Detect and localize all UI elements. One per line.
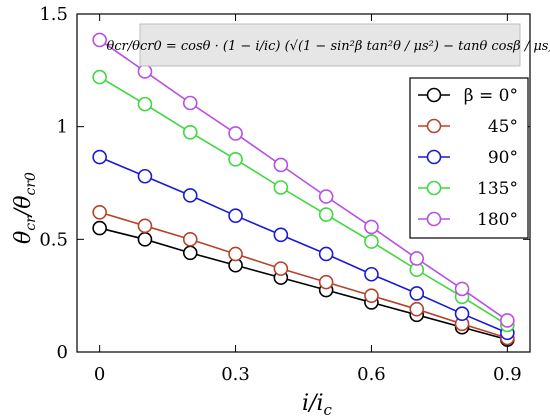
legend-marker <box>426 149 442 165</box>
data-point <box>92 220 107 236</box>
legend-label: β = 0° <box>464 86 518 106</box>
svg-text:i/ic: i/ic <box>302 391 332 419</box>
legend-item-1: 45° <box>418 117 518 137</box>
x-tick-label: 0.6 <box>357 364 386 385</box>
legend-marker <box>426 87 442 103</box>
series-layer <box>92 32 515 347</box>
data-point <box>137 232 153 247</box>
data-point <box>228 246 243 262</box>
data-point <box>318 189 334 204</box>
data-point <box>228 152 243 167</box>
data-point <box>92 69 107 85</box>
data-point <box>364 219 379 235</box>
data-point <box>182 245 198 261</box>
data-point <box>92 149 107 165</box>
series-line <box>99 39 508 322</box>
data-point <box>228 126 243 141</box>
equation-box <box>139 23 521 67</box>
data-point <box>318 274 334 290</box>
series-2 <box>92 149 515 341</box>
equation-annotation: θcr/θcr0 = cosθ · (1 − i/ic) (√(1 − sin²… <box>106 23 550 67</box>
data-point <box>318 246 334 262</box>
legend-label: 180° <box>477 210 518 230</box>
legend-marker <box>426 180 442 196</box>
legend: β = 0° 45° 90° 135° 180° <box>409 77 529 239</box>
data-point <box>92 32 107 48</box>
legend-item-3: 135° <box>418 179 518 199</box>
data-point <box>137 96 153 112</box>
data-point <box>409 301 425 317</box>
data-point <box>228 208 243 223</box>
series-0 <box>92 220 515 347</box>
x-tick-label: 0.9 <box>493 364 522 385</box>
data-point <box>454 306 470 321</box>
equation-text: θcr/θcr0 = cosθ · (1 − i/ic) (√(1 − sin²… <box>106 39 550 54</box>
legend-item-4: 180° <box>418 210 518 230</box>
axis-ticks: 0 0.3 0.6 0.9 0 0.5 1 1.5 <box>39 4 530 385</box>
y-tick-label: 1 <box>57 117 68 138</box>
legend-marker <box>426 211 442 227</box>
legend-label: 90° <box>488 148 518 168</box>
data-point <box>318 207 334 222</box>
data-point <box>182 125 198 140</box>
legend-item-2: 90° <box>418 148 518 168</box>
x-axis-label: i/ic <box>302 391 332 419</box>
y-tick-label: 0.5 <box>39 229 68 250</box>
series-1 <box>92 204 515 346</box>
legend-label: 135° <box>477 179 518 199</box>
data-point <box>273 157 289 173</box>
series-line <box>99 156 508 334</box>
data-point <box>409 251 425 266</box>
legend-item-0: β = 0° <box>418 86 518 106</box>
series-line <box>99 76 508 326</box>
y-tick-label: 0 <box>57 342 68 363</box>
y-tick-label: 1.5 <box>39 4 68 25</box>
series-3 <box>92 69 515 333</box>
series-line <box>99 227 508 341</box>
legend-label: 45° <box>488 117 518 137</box>
data-point <box>137 64 153 79</box>
data-point <box>182 188 198 203</box>
legend-marker <box>426 118 442 134</box>
y-axis-label: θcr/θcr0 <box>11 172 39 244</box>
x-tick-label: 0.3 <box>221 364 250 385</box>
data-point <box>364 266 379 282</box>
data-point <box>137 168 153 184</box>
data-point <box>500 313 515 328</box>
data-point <box>273 227 289 243</box>
data-point <box>92 204 107 220</box>
series-4 <box>92 32 515 328</box>
svg-text:θcr/θcr0: θcr/θcr0 <box>11 172 39 244</box>
data-point <box>409 286 425 301</box>
data-point <box>182 95 198 111</box>
data-point <box>364 288 379 303</box>
data-point <box>364 234 379 249</box>
data-point <box>273 261 289 276</box>
data-point <box>273 180 289 195</box>
x-tick-label: 0 <box>94 364 105 385</box>
data-point <box>137 218 153 234</box>
data-point <box>182 232 198 247</box>
legend-items: β = 0° 45° 90° 135° 180° <box>418 86 518 230</box>
series-line <box>99 211 508 339</box>
data-point <box>454 281 470 297</box>
plot-frame <box>76 13 531 353</box>
